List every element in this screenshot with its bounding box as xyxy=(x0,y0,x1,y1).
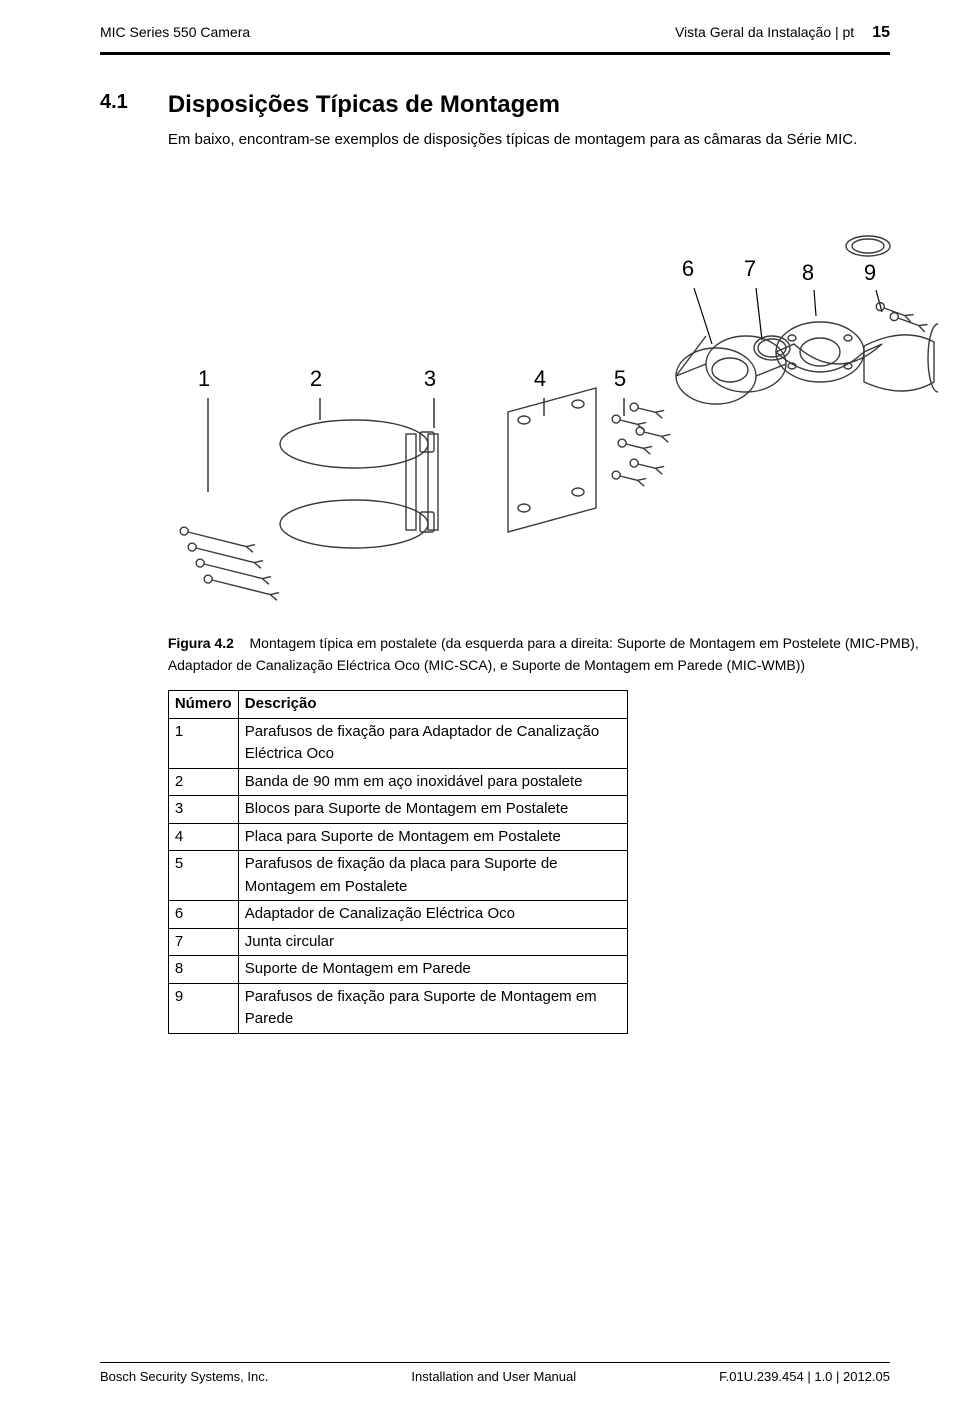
table-row: 2Banda de 90 mm em aço inoxidável para p… xyxy=(168,768,627,796)
svg-text:9: 9 xyxy=(864,260,876,285)
header-section-path: Vista Geral da Instalação | pt xyxy=(675,24,854,40)
table-header: Número xyxy=(168,691,238,719)
table-cell: 1 xyxy=(168,718,238,768)
header-right: Vista Geral da Instalação | pt 15 xyxy=(675,24,890,42)
table-cell: 5 xyxy=(168,851,238,901)
svg-text:3: 3 xyxy=(424,366,436,391)
table-row: 5Parafusos de fixação da placa para Supo… xyxy=(168,851,627,901)
table-cell: Blocos para Suporte de Montagem em Posta… xyxy=(238,796,627,824)
table-cell: 7 xyxy=(168,928,238,956)
svg-text:6: 6 xyxy=(682,256,694,281)
figure-caption-lead: Figura 4.2 xyxy=(168,635,234,651)
section-number: 4.1 xyxy=(100,91,128,114)
table-cell: Junta circular xyxy=(238,928,627,956)
exploded-diagram-svg: 1 2 3 4 5 6 7 8 9 xyxy=(168,176,938,616)
parts-table: NúmeroDescrição 1Parafusos de fixação pa… xyxy=(168,690,628,1034)
section-intro: Em baixo, encontram-se exemplos de dispo… xyxy=(168,129,938,152)
svg-text:4: 4 xyxy=(534,366,546,391)
header-left: MIC Series 550 Camera xyxy=(100,24,250,40)
table-row: 7Junta circular xyxy=(168,928,627,956)
footer-left: Bosch Security Systems, Inc. xyxy=(100,1369,268,1384)
table-row: 1Parafusos de fixação para Adaptador de … xyxy=(168,718,627,768)
table-cell: 8 xyxy=(168,956,238,984)
page-footer: Bosch Security Systems, Inc. Installatio… xyxy=(100,1362,890,1384)
figure-exploded-view: 1 2 3 4 5 6 7 8 9 xyxy=(168,176,938,616)
table-row: 4Placa para Suporte de Montagem em Posta… xyxy=(168,823,627,851)
section-row: 4.1 Disposições Típicas de Montagem Em b… xyxy=(100,91,890,1034)
svg-text:7: 7 xyxy=(744,256,756,281)
table-cell: 4 xyxy=(168,823,238,851)
table-cell: Parafusos de fixação para Adaptador de C… xyxy=(238,718,627,768)
table-cell: 2 xyxy=(168,768,238,796)
page-header: MIC Series 550 Camera Vista Geral da Ins… xyxy=(100,24,890,48)
svg-text:2: 2 xyxy=(310,366,322,391)
table-cell: Suporte de Montagem em Parede xyxy=(238,956,627,984)
page-number: 15 xyxy=(872,24,890,42)
table-row: 3Blocos para Suporte de Montagem em Post… xyxy=(168,796,627,824)
svg-text:5: 5 xyxy=(614,366,626,391)
section-body: Disposições Típicas de Montagem Em baixo… xyxy=(168,91,938,1034)
figure-caption-text: Montagem típica em postalete (da esquerd… xyxy=(168,635,919,673)
table-cell: 6 xyxy=(168,901,238,929)
table-cell: 9 xyxy=(168,983,238,1033)
figure-caption: Figura 4.2 Montagem típica em postalete … xyxy=(168,632,938,677)
section-title: Disposições Típicas de Montagem xyxy=(168,91,938,119)
page: MIC Series 550 Camera Vista Geral da Ins… xyxy=(0,0,960,1414)
table-cell: Adaptador de Canalização Eléctrica Oco xyxy=(238,901,627,929)
svg-text:1: 1 xyxy=(198,366,210,391)
footer-right: F.01U.239.454 | 1.0 | 2012.05 xyxy=(719,1369,890,1384)
table-cell: Placa para Suporte de Montagem em Postal… xyxy=(238,823,627,851)
table-cell: Parafusos de fixação para Suporte de Mon… xyxy=(238,983,627,1033)
table-row: 9Parafusos de fixação para Suporte de Mo… xyxy=(168,983,627,1033)
footer-center: Installation and User Manual xyxy=(411,1369,576,1384)
svg-text:8: 8 xyxy=(802,260,814,285)
table-row: 8Suporte de Montagem em Parede xyxy=(168,956,627,984)
table-header: Descrição xyxy=(238,691,627,719)
table-cell: Banda de 90 mm em aço inoxidável para po… xyxy=(238,768,627,796)
table-row: 6Adaptador de Canalização Eléctrica Oco xyxy=(168,901,627,929)
table-cell: 3 xyxy=(168,796,238,824)
content-area: 4.1 Disposições Típicas de Montagem Em b… xyxy=(100,55,890,1362)
table-cell: Parafusos de fixação da placa para Supor… xyxy=(238,851,627,901)
